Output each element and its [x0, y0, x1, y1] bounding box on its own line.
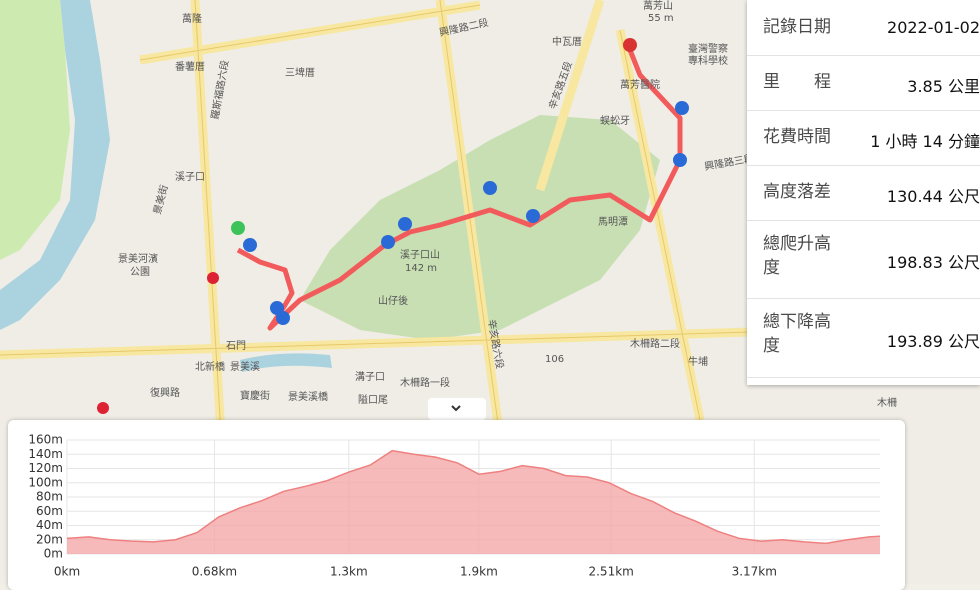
y-tick-label: 120m — [28, 461, 63, 475]
stat-label: 總爬升高度 — [763, 234, 831, 278]
chevron-icon — [451, 405, 461, 412]
stat-label: 花費時間 — [763, 127, 831, 147]
elevation-area — [67, 450, 880, 554]
y-tick-label: 80m — [36, 490, 63, 504]
map-label: 三埤厝 — [285, 66, 315, 79]
end-pin — [623, 38, 637, 52]
map-label: 木柵路一段 — [400, 376, 450, 389]
map-label: 景美溪 — [230, 360, 260, 373]
map-label: 106 — [545, 354, 564, 365]
stat-value: 193.89 公尺 — [886, 331, 980, 351]
map-label: 溪子口 — [175, 171, 205, 183]
stat-value: 2022-01-02 — [887, 17, 980, 37]
hospital-icon — [97, 402, 109, 414]
start-pin — [231, 221, 245, 235]
x-tick-label: 3.17km — [732, 565, 777, 579]
stat-row: 高度落差 130.44 公尺 — [747, 165, 980, 221]
map-label: 木柵路二段 — [630, 337, 680, 350]
y-tick-label: 160m — [28, 433, 63, 447]
map-label: 馬明潭 — [598, 216, 628, 228]
y-tick-label: 140m — [28, 447, 63, 461]
y-tick-label: 0m — [44, 547, 63, 561]
x-tick-label: 0.68km — [192, 565, 237, 579]
map-label: 隘口尾 — [358, 393, 388, 406]
stat-row: 記錄日期 2022-01-02 — [747, 0, 980, 56]
x-tick-label: 2.51km — [588, 565, 633, 579]
route — [236, 49, 683, 331]
stat-label: 里 程 — [763, 72, 831, 92]
map-label: 公園 — [130, 266, 150, 278]
stat-value: 3.85 公里 — [907, 76, 980, 96]
map-label: 萬芳山 — [643, 0, 673, 12]
map-label: 石門 — [226, 340, 246, 352]
map-label: 木柵 — [877, 396, 897, 409]
elevation-panel: 0m 20m 40m 60m 80m 100m 120m 140m 160m 0km 0.68km 1… — [8, 420, 905, 590]
stat-label: 總下降高度 — [763, 312, 831, 356]
map-label: 萬芳醫院 — [620, 78, 660, 91]
map-label: 景美溪橋 — [288, 390, 328, 403]
x-tick-label: 1.9km — [460, 565, 498, 579]
river — [240, 353, 332, 372]
stat-row: 總下降高度 193.89 公尺 — [747, 298, 980, 378]
y-tick-label: 100m — [28, 475, 63, 489]
stat-label: 高度落差 — [763, 182, 831, 202]
park — [0, 0, 70, 260]
y-tick-label: 40m — [36, 518, 63, 532]
stat-row: 花費時間 1 小時 14 分鐘 — [747, 110, 980, 166]
map-label: 復興路 — [150, 386, 180, 399]
map-label: 寶慶街 — [240, 389, 270, 402]
map-label: 專科學校 — [688, 54, 728, 67]
map-label: 142 m — [405, 263, 437, 274]
map-label: 溝子口 — [355, 370, 385, 383]
map-label: 山仔後 — [378, 294, 408, 307]
y-tick-label: 20m — [36, 532, 63, 546]
stat-label: 記錄日期 — [763, 17, 831, 37]
stat-value: 198.83 公尺 — [886, 253, 980, 272]
map-label: 景美河濱 — [118, 252, 158, 265]
stats-panel: 記錄日期 2022-01-02 里 程 3.85 公里花費時間 1 小時 14 分鐘高度… — [747, 0, 980, 385]
river — [0, 0, 110, 330]
stat-row: 里 程 3.85 公里 — [747, 55, 980, 111]
map-label: 蜈蚣牙 — [600, 114, 630, 127]
stat-row: 總爬升高度 198.83 公尺 — [747, 220, 980, 299]
map-label: 溪子口山 — [400, 249, 440, 261]
map-label: 牛埔 — [688, 355, 708, 368]
x-tick-label: 0km — [54, 565, 80, 579]
map-label: 中瓦厝 — [552, 35, 582, 48]
elevation-line — [66, 449, 881, 545]
pins — [243, 101, 689, 325]
stat-value: 1 小時 14 分鐘 — [870, 131, 980, 151]
map-label: 番薯厝 — [175, 60, 205, 73]
y-tick-label: 60m — [36, 504, 63, 518]
map-label: 北新橋 — [195, 360, 225, 373]
map-label: 臺灣警察 — [688, 42, 728, 55]
map-label: 55 m — [648, 13, 674, 24]
forest — [300, 115, 660, 340]
hospital-icon — [207, 272, 219, 284]
x-tick-label: 1.3km — [330, 565, 368, 579]
stat-value: 130.44 公尺 — [886, 186, 980, 206]
map-label: 萬隆 — [182, 12, 202, 25]
